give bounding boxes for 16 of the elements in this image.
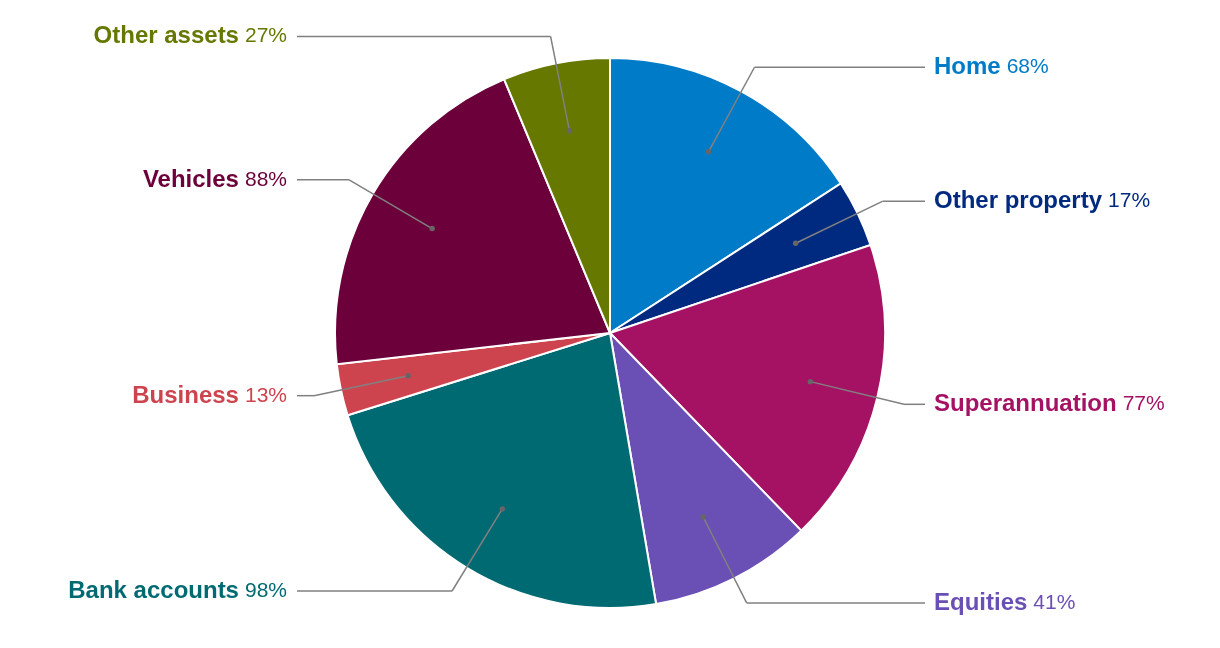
- slice-label: Other assets: [93, 21, 239, 49]
- data-label: 68%: [1006, 54, 1049, 78]
- slice-label: Equities: [934, 587, 1028, 615]
- slice-label: Business: [132, 380, 239, 408]
- slice-label: Superannuation: [934, 389, 1117, 417]
- data-label: 88%: [244, 166, 287, 190]
- data-label: 27%: [244, 23, 287, 47]
- data-label: 77%: [1122, 391, 1165, 415]
- data-label: 98%: [244, 578, 287, 602]
- data-label: 13%: [244, 382, 287, 406]
- slice-label: Bank accounts: [68, 576, 239, 604]
- slice-label: Vehicles: [142, 164, 239, 192]
- slice-label: Other property: [934, 186, 1103, 214]
- slice-label: Home: [934, 52, 1001, 80]
- data-label: 17%: [1108, 188, 1151, 212]
- data-label: 41%: [1033, 589, 1076, 613]
